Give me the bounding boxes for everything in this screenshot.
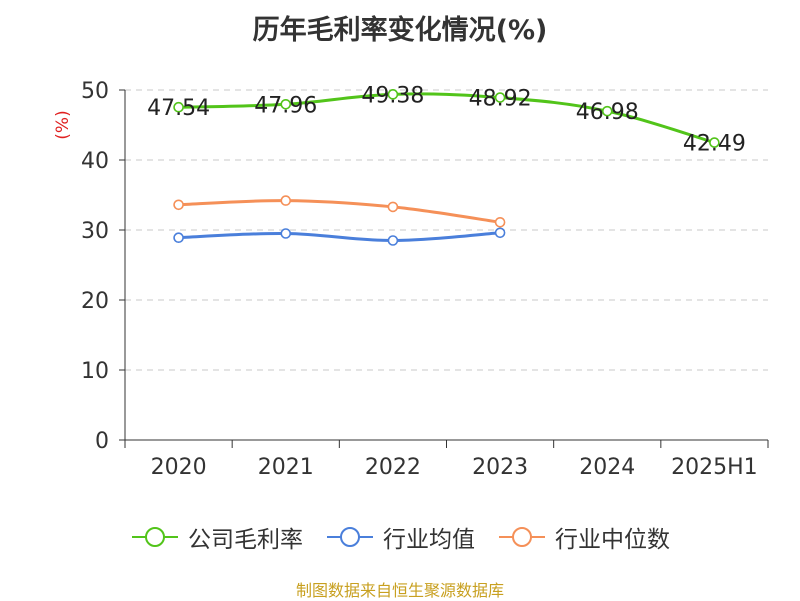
data-point (494, 217, 506, 228)
x-tick-label: 2022 (365, 455, 421, 480)
legend-marker-icon (499, 527, 545, 547)
y-tick-label: 30 (81, 219, 109, 244)
data-point (387, 89, 399, 100)
data-point (173, 232, 184, 243)
source-note: 制图数据来自恒生聚源数据库 (295, 581, 504, 600)
data-label: 49.38 (361, 83, 424, 108)
data-point (494, 92, 506, 103)
y-tick-label: 40 (81, 149, 109, 174)
y-tick-label: 10 (81, 359, 109, 384)
y-tick-label: 0 (95, 429, 109, 454)
data-label: 42.49 (683, 132, 746, 157)
data-point (387, 235, 399, 246)
legend-marker-icon (327, 527, 373, 547)
legend-item[interactable]: 行业中位数 (497, 520, 670, 554)
legend-marker-icon (132, 527, 178, 547)
series-line-2 (178, 199, 501, 224)
data-label: 46.98 (576, 100, 639, 125)
x-tick-label: 2025H1 (671, 455, 758, 480)
data-label: 47.96 (254, 93, 317, 118)
data-point (280, 98, 292, 110)
data-point (280, 195, 292, 206)
data-point (494, 227, 506, 239)
data-point (173, 101, 184, 113)
y-axis-label: (%) (53, 110, 73, 139)
data-point (709, 137, 720, 148)
data-label: 47.54 (147, 96, 210, 121)
legend-item[interactable]: 公司毛利率 (130, 520, 303, 554)
data-point (601, 105, 613, 117)
legend-label: 行业中位数 (555, 527, 670, 553)
legend-label: 行业均值 (383, 527, 475, 553)
chart-title: 历年毛利率变化情况(%) (252, 15, 548, 46)
y-tick-label: 50 (81, 79, 109, 104)
data-point (173, 199, 184, 211)
x-tick-label: 2024 (579, 455, 635, 480)
data-label: 48.92 (469, 87, 532, 112)
x-tick-label: 2021 (258, 455, 314, 480)
x-tick-label: 2020 (151, 455, 207, 480)
legend-label: 公司毛利率 (188, 527, 303, 553)
y-tick-label: 20 (81, 289, 109, 314)
legend: 公司毛利率 行业均值 行业中位数 (0, 520, 800, 554)
series-line-0 (178, 92, 715, 145)
x-tick-label: 2023 (472, 455, 528, 480)
legend-item[interactable]: 行业均值 (325, 520, 475, 554)
data-point (387, 201, 399, 213)
data-point (280, 228, 292, 239)
series-line-1 (178, 231, 501, 243)
